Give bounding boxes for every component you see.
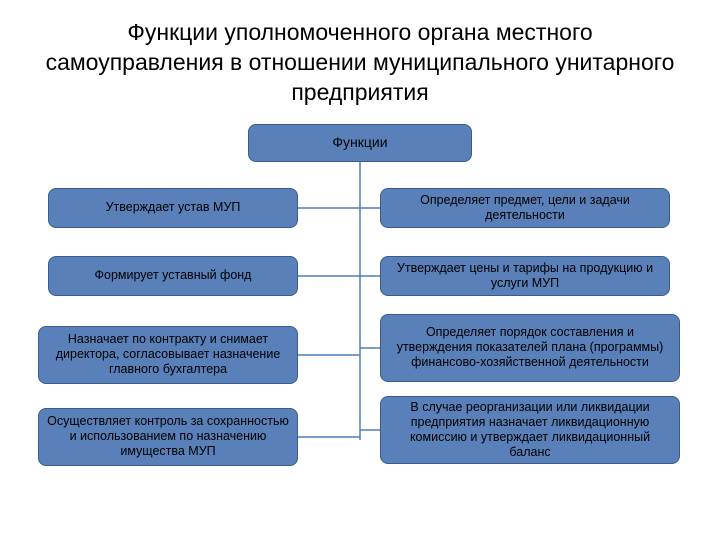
right-label-0: Определяет предмет, цели и задачи деятел… [389, 193, 661, 223]
right-node-2: Определяет порядок составления и утвержд… [380, 314, 680, 382]
right-node-1: Утверждает цены и тарифы на продукцию и … [380, 256, 670, 296]
left-node-1: Формирует уставный фонд [48, 256, 298, 296]
right-node-0: Определяет предмет, цели и задачи деятел… [380, 188, 670, 228]
right-node-3: В случае реорганизации или ликвидации пр… [380, 396, 680, 464]
left-node-0: Утверждает устав МУП [48, 188, 298, 228]
left-node-2: Назначает по контракту и снимает директо… [38, 326, 298, 384]
left-label-3: Осуществляет контроль за сохранностью и … [47, 414, 289, 459]
root-node: Функции [248, 124, 472, 162]
left-label-1: Формирует уставный фонд [95, 268, 252, 283]
right-label-2: Определяет порядок составления и утвержд… [389, 325, 671, 370]
org-chart: Функции Утверждает устав МУП Формирует у… [0, 116, 720, 526]
left-node-3: Осуществляет контроль за сохранностью и … [38, 408, 298, 466]
left-label-0: Утверждает устав МУП [106, 200, 241, 215]
page-title: Функции уполномоченного органа местного … [0, 0, 720, 116]
root-label: Функции [332, 134, 387, 151]
right-label-3: В случае реорганизации или ликвидации пр… [389, 400, 671, 460]
left-label-2: Назначает по контракту и снимает директо… [47, 332, 289, 377]
right-label-1: Утверждает цены и тарифы на продукцию и … [389, 261, 661, 291]
